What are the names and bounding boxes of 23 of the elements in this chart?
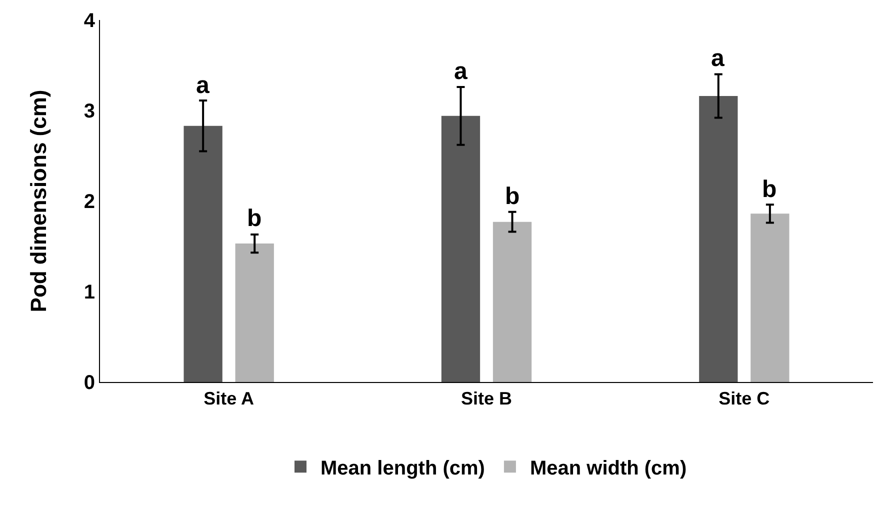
legend-label: Mean length (cm) [320,457,485,480]
bar [184,126,222,382]
x-tick-label: Site C [718,388,770,409]
bar [441,116,480,382]
y-tick-label: 0 [84,372,95,394]
bar [492,222,532,382]
y-tick-label: 3 [84,100,95,122]
bar [699,96,738,382]
y-axis-title: Pod dimensions (cm) [26,90,51,312]
y-tick-label: 1 [84,282,95,304]
annotation: a [196,72,210,99]
annotation: a [454,58,468,85]
y-tick-label: 4 [84,10,96,32]
legend-label: Mean width (cm) [530,457,687,480]
bar [235,244,274,382]
annotation: b [762,176,777,203]
annotation: b [505,183,520,210]
bar [750,214,790,382]
x-tick-label: Site B [460,388,512,409]
annotation: b [247,205,262,232]
annotation: a [711,45,725,72]
y-tick-label: 2 [84,191,95,213]
x-tick-label: Site A [204,388,254,409]
